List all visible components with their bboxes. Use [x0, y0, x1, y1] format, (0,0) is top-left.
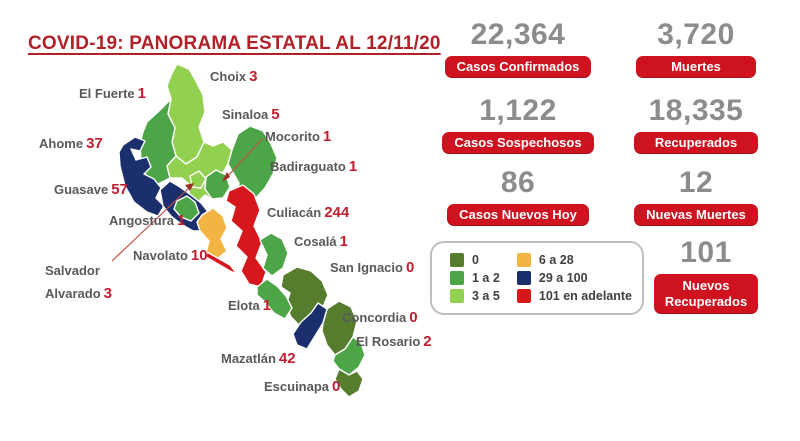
- map-label-elota: Elota 1: [228, 297, 272, 314]
- map-region-mazatlan: [292, 302, 328, 350]
- map-label-escuinapa: Escuinapa 0: [264, 378, 341, 395]
- map-region-navolato: [196, 207, 228, 260]
- stat-nuevas-muertes-badge: Nuevas Muertes: [634, 204, 758, 226]
- legend-swatch: [516, 253, 531, 267]
- map-label-san-ignacio: San Ignacio 0: [330, 259, 415, 276]
- stat-nuevos-recuperados-badge: Nuevos Recuperados: [654, 274, 758, 314]
- callout-arrow-salvador-alvarado: [185, 183, 194, 191]
- stat-casos-sospechosos-value: 1,122: [479, 94, 557, 127]
- stat-casos-sospechosos: 1,122 Casos Sospechosos: [432, 94, 604, 154]
- stat-nuevos-recuperados-value: 101: [680, 236, 732, 269]
- map-region-elota: [256, 278, 293, 320]
- stat-casos-sospechosos-badge: Casos Sospechosos: [442, 132, 594, 154]
- legend-item-29a100: 29 a 100: [516, 271, 632, 285]
- stat-casos-nuevos-hoy-badge: Casos Nuevos Hoy: [447, 204, 589, 226]
- legend-item-3a5: 3 a 5: [450, 289, 517, 303]
- stat-casos-confirmados: 22,364 Casos Confirmados: [432, 18, 604, 78]
- map-region-escuinapa: [334, 368, 364, 398]
- stat-muertes-value: 3,720: [657, 18, 735, 51]
- map-region-angostura: [173, 195, 200, 222]
- map-region-cosala: [259, 232, 289, 277]
- callout-line-mocorito: [225, 138, 263, 179]
- map-label-el-fuerte: El Fuerte 1: [79, 85, 146, 102]
- map-label-navolato: Navolato 10: [133, 247, 208, 264]
- map-label-el-rosario: El Rosario 2: [356, 333, 432, 350]
- map-region-el-rosario: [332, 336, 366, 376]
- stat-recuperados-badge: Recuperados: [634, 132, 758, 154]
- stat-casos-confirmados-value: 22,364: [470, 18, 566, 51]
- map-label-concordia: Concordia 0: [342, 309, 418, 326]
- legend-swatch: [516, 271, 531, 285]
- map-label-salvador-alvarado: Salvador Alvarado 3: [45, 263, 112, 302]
- map-label-choix: Choix 3: [210, 68, 258, 85]
- legend-item-101-en-adelante: 101 en adelante: [516, 289, 632, 303]
- stat-recuperados: 18,335 Recuperados: [620, 94, 772, 154]
- legend-swatch: [516, 289, 531, 303]
- legend-item-6a28: 6 a 28: [516, 253, 632, 267]
- stat-casos-nuevos-hoy-value: 86: [500, 166, 536, 199]
- map-region-culiacan-coastal-strip: [205, 251, 238, 275]
- stat-nuevos-recuperados: 101 Nuevos Recuperados: [652, 236, 760, 314]
- stat-nuevas-muertes: 12 Nuevas Muertes: [620, 166, 772, 226]
- stat-muertes: 3,720 Muertes: [620, 18, 772, 78]
- map-label-ahome: Ahome 37: [39, 135, 103, 152]
- map-label-mazatlan: Mazatlán 42: [221, 350, 296, 367]
- map-legend: 0 1 a 2 3 a 5 6 a 28 29 a 100 101 en ade…: [430, 241, 644, 315]
- legend-swatch: [450, 271, 464, 285]
- stat-casos-confirmados-badge: Casos Confirmados: [444, 56, 592, 78]
- map-region-mocorito: [204, 169, 231, 200]
- map-region-culiacan: [225, 184, 267, 288]
- map-label-sinaloa: Sinaloa 5: [222, 106, 280, 123]
- map-label-cosala: Cosalá 1: [294, 233, 348, 250]
- stat-nuevas-muertes-value: 12: [678, 166, 714, 199]
- map-region-ahome: [118, 136, 165, 217]
- stat-muertes-badge: Muertes: [636, 56, 756, 78]
- stat-casos-nuevos-hoy: 86 Casos Nuevos Hoy: [432, 166, 604, 226]
- callout-arrow-mocorito: [222, 172, 230, 182]
- map-label-mocorito: Mocorito 1: [265, 128, 332, 145]
- legend-item-0: 0: [450, 253, 517, 267]
- callout-line-salvador-alvarado: [111, 186, 191, 262]
- legend-swatch: [450, 253, 464, 267]
- page-title: COVID-19: PANORAMA ESTATAL AL 12/11/20: [28, 33, 441, 54]
- map-label-culiacan: Culiacán 244: [267, 204, 350, 221]
- map-label-badiraguato: Badiraguato 1: [270, 158, 358, 175]
- legend-item-1a2: 1 a 2: [450, 271, 517, 285]
- legend-swatch: [450, 289, 464, 303]
- map-label-angostura: Angostura 1: [109, 212, 186, 229]
- stat-recuperados-value: 18,335: [648, 94, 744, 127]
- map-label-guasave: Guasave 57: [54, 181, 128, 198]
